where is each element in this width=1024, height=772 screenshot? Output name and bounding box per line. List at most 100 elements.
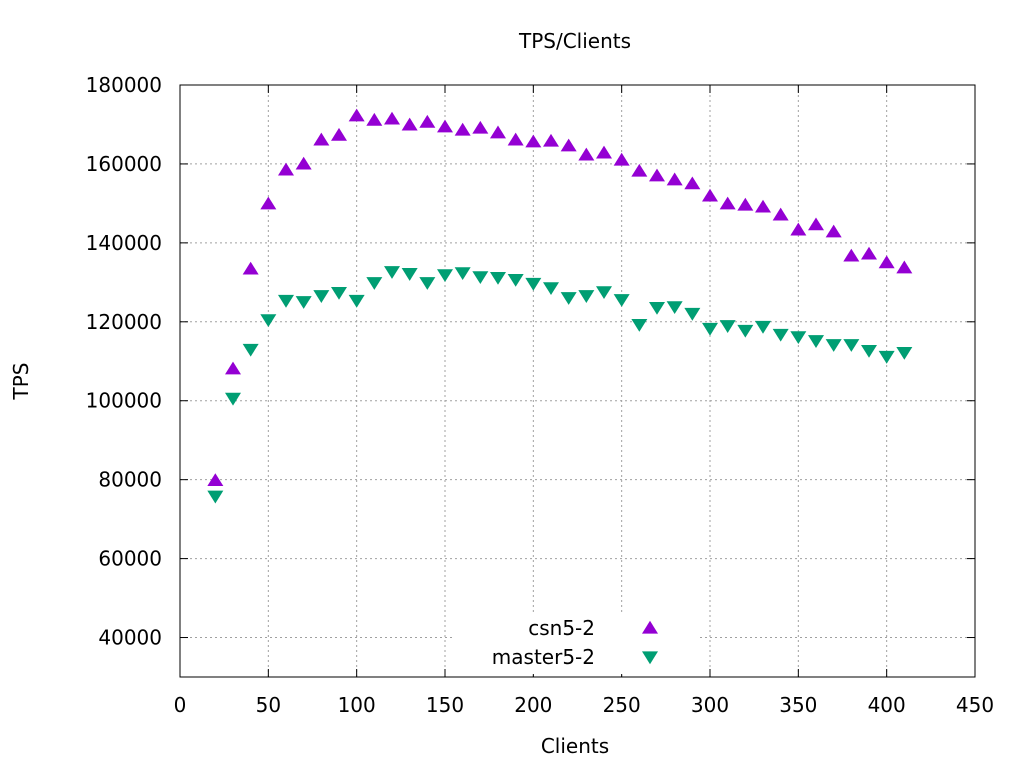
point-csn5-2 xyxy=(313,132,330,146)
point-csn5-2 xyxy=(684,176,701,190)
point-master5-2 xyxy=(454,267,471,281)
point-master5-2 xyxy=(313,290,330,303)
point-master5-2 xyxy=(348,294,365,308)
x-tick-label: 250 xyxy=(603,693,641,717)
series-master5-2 xyxy=(207,266,913,504)
point-master5-2 xyxy=(242,343,259,357)
point-master5-2 xyxy=(613,294,630,307)
point-csn5-2 xyxy=(331,127,347,141)
point-csn5-2 xyxy=(878,255,895,269)
point-csn5-2 xyxy=(278,162,294,176)
x-axis-ticks: 0 50 100 150 200 250 300 350 400 450 xyxy=(174,85,994,717)
point-csn5-2 xyxy=(490,125,506,139)
x-tick-label: 400 xyxy=(868,693,906,717)
legend-background xyxy=(455,612,700,674)
point-master5-2 xyxy=(631,318,648,332)
point-csn5-2 xyxy=(472,120,489,134)
point-csn5-2 xyxy=(225,361,241,375)
point-master5-2 xyxy=(472,271,489,285)
point-master5-2 xyxy=(684,307,701,321)
point-master5-2 xyxy=(419,277,436,290)
point-master5-2 xyxy=(878,350,895,364)
point-master5-2 xyxy=(490,271,506,285)
point-master5-2 xyxy=(702,322,718,336)
point-csn5-2 xyxy=(755,199,771,213)
x-tick-label: 100 xyxy=(338,693,376,717)
y-tick-label: 180000 xyxy=(86,73,162,97)
point-csn5-2 xyxy=(207,473,224,487)
point-master5-2 xyxy=(719,320,736,333)
point-csn5-2 xyxy=(260,196,277,210)
point-csn5-2 xyxy=(419,114,436,128)
point-csn5-2 xyxy=(737,197,754,211)
point-csn5-2 xyxy=(843,248,860,262)
point-master5-2 xyxy=(666,301,683,315)
point-csn5-2 xyxy=(719,196,736,210)
point-csn5-2 xyxy=(525,134,542,148)
point-csn5-2 xyxy=(825,224,842,238)
y-tick-label: 160000 xyxy=(86,152,162,176)
x-tick-label: 300 xyxy=(691,693,729,717)
point-master5-2 xyxy=(507,273,524,287)
point-master5-2 xyxy=(896,346,913,360)
y-tick-label: 140000 xyxy=(86,231,162,255)
point-master5-2 xyxy=(525,277,542,291)
y-tick-label: 60000 xyxy=(98,547,162,571)
point-master5-2 xyxy=(331,286,347,300)
y-tick-label: 80000 xyxy=(98,468,162,492)
point-master5-2 xyxy=(808,335,824,348)
point-master5-2 xyxy=(790,331,807,344)
point-csn5-2 xyxy=(666,172,683,186)
point-master5-2 xyxy=(225,392,241,406)
plot-border xyxy=(179,84,976,678)
point-csn5-2 xyxy=(348,108,365,122)
point-master5-2 xyxy=(737,324,754,338)
data-points xyxy=(207,108,913,504)
point-csn5-2 xyxy=(790,222,807,236)
point-csn5-2 xyxy=(543,133,559,147)
point-csn5-2 xyxy=(631,163,648,177)
point-master5-2 xyxy=(843,339,860,352)
point-csn5-2 xyxy=(507,132,524,146)
point-master5-2 xyxy=(560,292,577,305)
y-tick-label: 120000 xyxy=(86,310,162,334)
x-tick-label: 200 xyxy=(514,693,552,717)
point-master5-2 xyxy=(596,286,612,300)
legend: csn5-2 master5-2 xyxy=(455,612,700,674)
point-csn5-2 xyxy=(384,111,400,125)
x-tick-label: 450 xyxy=(956,693,994,717)
point-master5-2 xyxy=(278,294,294,308)
point-csn5-2 xyxy=(560,138,577,152)
point-master5-2 xyxy=(755,320,771,334)
legend-label-master5-2: master5-2 xyxy=(492,645,595,669)
point-csn5-2 xyxy=(702,188,718,202)
point-master5-2 xyxy=(437,269,453,283)
grid xyxy=(180,85,975,677)
legend-marker-master5-2 xyxy=(642,651,658,665)
point-master5-2 xyxy=(366,277,383,290)
point-master5-2 xyxy=(578,290,595,303)
point-master5-2 xyxy=(295,296,312,309)
x-tick-label: 0 xyxy=(174,693,187,717)
point-master5-2 xyxy=(207,490,224,504)
point-master5-2 xyxy=(384,266,400,279)
point-csn5-2 xyxy=(242,261,259,275)
point-csn5-2 xyxy=(772,207,789,221)
point-master5-2 xyxy=(543,282,559,296)
point-csn5-2 xyxy=(578,147,595,161)
chart-title: TPS/Clients xyxy=(518,29,631,53)
point-csn5-2 xyxy=(295,156,312,170)
point-master5-2 xyxy=(260,314,277,328)
point-csn5-2 xyxy=(613,152,630,166)
point-csn5-2 xyxy=(437,119,453,133)
point-csn5-2 xyxy=(596,145,612,159)
point-master5-2 xyxy=(649,301,665,315)
y-axis-label: TPS xyxy=(9,363,33,401)
point-master5-2 xyxy=(825,339,842,352)
y-tick-label: 40000 xyxy=(98,626,162,650)
legend-label-csn5-2: csn5-2 xyxy=(528,616,595,640)
point-csn5-2 xyxy=(401,117,418,131)
point-csn5-2 xyxy=(861,246,877,260)
x-axis-label: Clients xyxy=(541,734,609,758)
